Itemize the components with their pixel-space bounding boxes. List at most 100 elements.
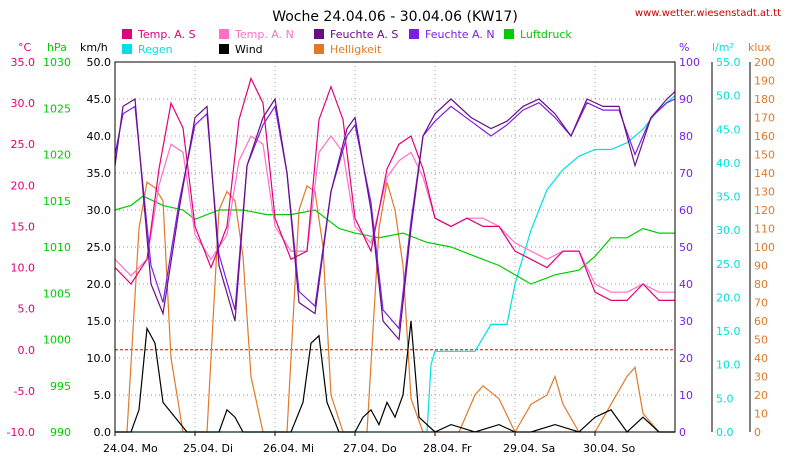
rain-tick: 0.0 [716, 426, 734, 439]
legend-swatch [219, 29, 229, 39]
humidity-tick: 80 [679, 130, 693, 143]
legend-label: Helligkeit [330, 43, 382, 56]
light-tick: 200 [754, 56, 775, 69]
axes: 35.0 30.0 25.0 20.0 15.0 10.0 5.0 0.0 -5.0 -10.0 1… [7, 56, 775, 455]
day-label: 27.04. Do [343, 442, 397, 455]
legend-swatch [314, 44, 324, 54]
light-tick: 30 [754, 371, 768, 384]
unit-label: l/m² [712, 41, 734, 54]
temp-tick: 30.0 [11, 97, 36, 110]
light-tick: 0 [754, 426, 761, 439]
light-tick: 90 [754, 260, 768, 273]
light-tick: 160 [754, 130, 775, 143]
humidity-tick: 100 [679, 56, 700, 69]
pressure-tick: 1005 [43, 287, 71, 300]
light-tick: 120 [754, 204, 775, 217]
unit-label: km/h [80, 41, 108, 54]
temp-tick: 5.0 [18, 303, 36, 316]
legend-label: Temp. A. S [137, 28, 196, 41]
light-tick: 10 [754, 408, 768, 421]
legend-label: Regen [138, 43, 173, 56]
pressure-tick: 1025 [43, 102, 71, 115]
legend-label: Feuchte A. N [425, 28, 495, 41]
rain-tick: 10.0 [716, 359, 741, 372]
light-tick: 150 [754, 149, 775, 162]
light-tick: 140 [754, 167, 775, 180]
legend-swatch [122, 44, 132, 54]
series-line-luftdruck [114, 195, 675, 285]
rain-tick: 15.0 [716, 325, 741, 338]
rain-tick: 45.0 [716, 123, 741, 136]
rain-tick: 25.0 [716, 258, 741, 271]
humidity-tick: 40 [679, 278, 693, 291]
legend-label: Feuchte A. S [330, 28, 398, 41]
light-tick: 20 [754, 389, 768, 402]
light-tick: 80 [754, 278, 768, 291]
wind-tick: 15.0 [87, 315, 112, 328]
day-label: 24.04. Mo [103, 442, 158, 455]
rain-tick: 50.0 [716, 90, 741, 103]
humidity-tick: 30 [679, 315, 693, 328]
humidity-tick: 10 [679, 389, 693, 402]
rain-tick: 5.0 [716, 392, 734, 405]
day-label: 30.04. So [583, 442, 635, 455]
day-label: 29.04. Sa [503, 442, 555, 455]
rain-tick: 35.0 [716, 191, 741, 204]
series-line-wind [115, 320, 675, 433]
rain-tick: 30.0 [716, 224, 741, 237]
light-tick: 130 [754, 186, 775, 199]
legend-swatch [504, 29, 514, 39]
temp-tick: 10.0 [11, 262, 36, 275]
pressure-tick: 1030 [43, 56, 71, 69]
wind-tick: 40.0 [87, 130, 112, 143]
humidity-tick: 20 [679, 352, 693, 365]
wind-tick: 0.0 [94, 426, 112, 439]
rain-tick: 20.0 [716, 291, 741, 304]
light-tick: 170 [754, 112, 775, 125]
humidity-tick: 0 [679, 426, 686, 439]
light-tick: 60 [754, 315, 768, 328]
light-tick: 190 [754, 75, 775, 88]
day-label: 26.04. Mi [263, 442, 314, 455]
unit-label: % [679, 41, 689, 54]
series-line-feuchte-a-n [114, 98, 676, 330]
source-url[interactable]: www.wetter.wiesenstadt.at.tt [635, 8, 781, 19]
pressure-tick: 1000 [43, 334, 71, 347]
light-tick: 100 [754, 241, 775, 254]
grid [115, 61, 675, 433]
humidity-tick: 50 [679, 241, 693, 254]
legend-swatch [219, 44, 229, 54]
day-label: 28.04. Fr [423, 442, 472, 455]
wind-tick: 35.0 [87, 167, 112, 180]
wind-tick: 50.0 [87, 56, 112, 69]
chart-title: Woche 24.04.06 - 30.04.06 (KW17) [272, 9, 518, 25]
legend-label: Luftdruck [520, 28, 572, 41]
humidity-tick: 90 [679, 93, 693, 106]
temp-tick: 20.0 [11, 179, 36, 192]
humidity-tick: 70 [679, 167, 693, 180]
rain-tick: 40.0 [716, 157, 741, 170]
plot-frame [114, 61, 676, 433]
series-group [114, 76, 676, 434]
light-tick: 50 [754, 334, 768, 347]
unit-label: klux [748, 41, 771, 54]
series-line-temp-a-s [114, 76, 675, 301]
legend-label: Temp. A. N [234, 28, 294, 41]
wind-tick: 10.0 [87, 352, 112, 365]
light-tick: 180 [754, 93, 775, 106]
temp-tick: 35.0 [11, 56, 36, 69]
rain-tick: 55.0 [716, 56, 741, 69]
legend-swatch [314, 29, 324, 39]
unit-label: °C [18, 41, 32, 54]
pressure-tick: 1015 [43, 195, 71, 208]
day-label: 25.04. Di [183, 442, 233, 455]
legend: Temp. A. S Temp. A. N Feuchte A. S Feuchte … [122, 28, 572, 56]
wind-tick: 45.0 [87, 93, 112, 106]
unit-label: hPa [47, 41, 67, 54]
series-line-feuchte-a-s [114, 91, 676, 341]
wind-tick: 25.0 [87, 241, 112, 254]
humidity-tick: 60 [679, 204, 693, 217]
temp-tick: 0.0 [18, 344, 36, 357]
light-tick: 110 [754, 223, 775, 236]
